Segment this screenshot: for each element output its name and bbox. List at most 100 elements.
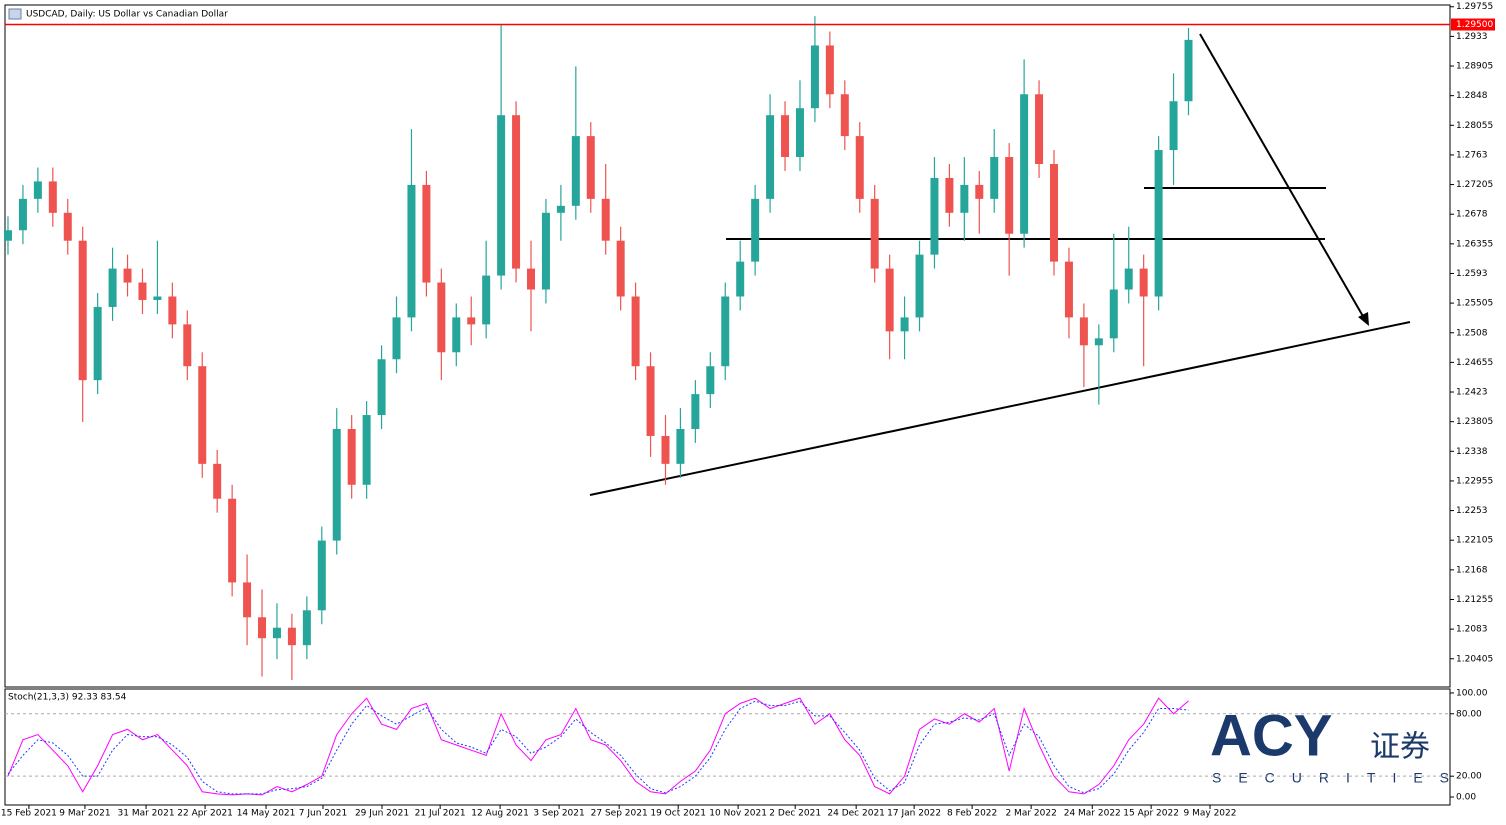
candle-body [855,136,864,199]
y-tick-label: 1.2933 [1456,32,1488,42]
candle-body [272,627,281,639]
candle-body [930,177,939,255]
x-tick-label: 22 Apr 2021 [177,809,233,819]
y-tick-label: 100.00 [1456,688,1488,698]
x-tick-label: 2 Dec 2021 [769,809,821,819]
candle-body [631,296,640,367]
x-tick-label: 2 Mar 2022 [1005,809,1056,819]
candle-body [183,324,192,367]
x-tick-label: 9 Mar 2021 [59,809,110,819]
y-tick-label: 1.2508 [1456,328,1488,338]
chart-title: USDCAD, Daily: US Dollar vs Canadian Dol… [26,10,228,20]
price-level-box [1451,18,1495,31]
y-tick-label: 1.20405 [1456,654,1493,664]
x-tick-label: 15 Apr 2022 [1123,809,1179,819]
candle-body [63,212,72,241]
stoch-panel [4,688,1451,806]
candle-body [3,230,12,241]
y-tick-label: 1.2763 [1456,150,1488,160]
y-tick-label: 1.22955 [1456,476,1493,486]
x-tick-label: 27 Sep 2021 [591,809,648,819]
candle-body [467,317,476,325]
y-tick-label: 1.2593 [1456,269,1488,279]
x-tick-label: 17 Jan 2022 [887,809,941,819]
y-tick-label: 1.22105 [1456,536,1493,546]
arrow-head [1358,312,1369,326]
candle-body [93,306,102,381]
candle-body [1020,94,1029,234]
x-tick-label: 21 Jul 2021 [415,809,466,819]
candle-body [287,627,296,646]
candle-body [885,268,894,332]
candle-body [601,198,610,241]
stoch-line [7,697,1189,796]
x-tick-label: 12 Aug 2021 [471,809,529,819]
candle-body [676,428,685,464]
candle-body [482,275,491,325]
candle-body [213,463,222,499]
candle-body [691,394,700,429]
candle-body [975,184,984,199]
candle-body [48,181,57,213]
candle-body [138,282,147,300]
candle-body [332,428,341,541]
x-tick-label: 14 May 2021 [237,809,296,819]
candle-body [228,498,237,583]
candle-body [302,610,311,646]
y-tick-label: 1.2253 [1456,506,1488,516]
y-tick-label: 1.25505 [1456,299,1493,309]
candle-body [347,428,356,485]
candle-body [243,582,252,618]
candle-body [18,198,27,231]
candle-body [78,240,87,381]
candle-body [781,115,790,158]
candle-body [616,240,625,297]
y-tick-label: 80.00 [1456,709,1482,719]
y-tick-label: 1.27205 [1456,180,1493,190]
candle-body [840,94,849,137]
candle-body [990,157,999,199]
candle-body [1154,150,1163,297]
candle-body [556,205,565,213]
stoch-line [7,700,1189,795]
y-tick-label: 20.00 [1456,772,1482,782]
candle-body [377,359,386,416]
candle-body [258,617,267,639]
candle-body [960,184,969,213]
logo-tagline: SECURITIES [1212,770,1466,786]
arrow [1199,33,1365,319]
candle-body [870,198,879,269]
candle-body [1094,338,1103,346]
x-tick-label: 10 Nov 2021 [709,809,767,819]
candle-body [198,366,207,464]
candle-body [317,540,326,611]
price-level-label: 1.29500 [1456,20,1493,30]
candle-body [825,45,834,95]
x-tick-label: 15 Feb 2021 [1,809,57,819]
candle-body [795,108,804,158]
logo-chinese: 证券 [1370,730,1430,765]
candle-body [721,296,730,367]
y-tick-label: 1.2083 [1456,625,1488,635]
candle-body [168,296,177,325]
candle-body [153,296,162,300]
x-tick-label: 24 Mar 2022 [1064,809,1121,819]
candle-body [736,261,745,297]
window-icon [8,8,22,20]
candle-body [1064,261,1073,318]
candle-body [706,366,715,395]
candle-body [1169,101,1178,151]
x-tick-label: 31 Mar 2021 [118,809,175,819]
candle-body [407,184,416,318]
x-tick-label: 24 Dec 2021 [827,809,885,819]
candle-body [362,415,371,485]
x-tick-label: 19 Oct 2021 [650,809,706,819]
candle-body [541,212,550,290]
y-tick-label: 1.29755 [1456,2,1493,12]
y-tick-label: 0.00 [1456,792,1476,802]
y-tick-label: 1.2168 [1456,565,1488,575]
candle-body [751,198,760,262]
candle-body [766,115,775,199]
candle-body [646,366,655,436]
candle-body [661,435,670,464]
